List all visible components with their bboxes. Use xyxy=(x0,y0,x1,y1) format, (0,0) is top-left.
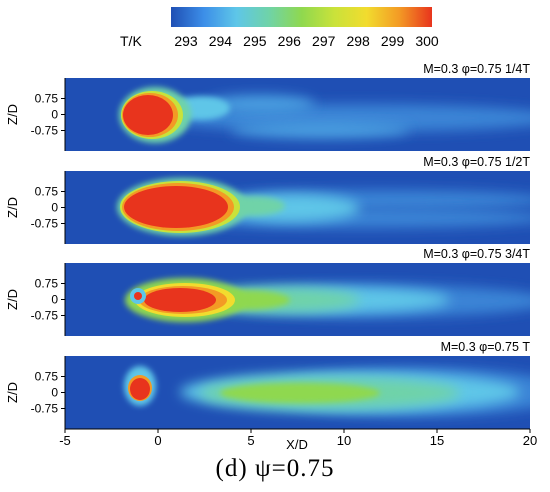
y-axis-label: Z/D xyxy=(5,289,20,310)
y-tick-label: -0.75 xyxy=(31,124,59,138)
x-axis-label: X/D xyxy=(286,437,308,452)
x-tick-label: 0 xyxy=(154,433,161,448)
y-tick-label: 0 xyxy=(51,201,58,215)
colorbar xyxy=(171,7,432,27)
panel-3: M=0.3 φ=0.75 3/4T xyxy=(65,247,530,336)
panel-2-title: M=0.3 φ=0.75 1/2T xyxy=(423,155,530,169)
y-tick-label: 0 xyxy=(51,293,58,307)
colorbar-tick: 293 xyxy=(174,33,198,49)
y-axis-label: Z/D xyxy=(5,104,20,125)
y-tick-label: -0.75 xyxy=(31,402,59,416)
panel-2: M=0.3 φ=0.75 1/2T xyxy=(65,155,530,244)
x-tick-label: 5 xyxy=(247,433,254,448)
panel-3-title: M=0.3 φ=0.75 3/4T xyxy=(423,247,530,261)
colorbar-tick: 299 xyxy=(381,33,405,49)
x-tick-label: 20 xyxy=(523,433,537,448)
colorbar-label: T/K xyxy=(120,33,142,49)
panel-4: M=0.3 φ=0.75 T xyxy=(65,340,531,429)
y-tick-label: -0.75 xyxy=(31,309,59,323)
figure-caption: (d) ψ=0.75 xyxy=(215,455,335,482)
y-tick-label: 0 xyxy=(51,386,58,400)
y-tick-label: 0.75 xyxy=(35,92,59,106)
y-axis-label: Z/D xyxy=(5,382,20,403)
panel-4-title: M=0.3 φ=0.75 T xyxy=(441,340,531,354)
x-tick-label: 15 xyxy=(430,433,444,448)
colorbar-tick: 297 xyxy=(312,33,336,49)
x-tick-label: 10 xyxy=(337,433,351,448)
colorbar-tick: 298 xyxy=(346,33,370,49)
panel-1-title: M=0.3 φ=0.75 1/4T xyxy=(423,62,530,76)
colorbar-tick: 295 xyxy=(243,33,267,49)
x-tick-label: -5 xyxy=(59,433,71,448)
y-axis-label: Z/D xyxy=(5,197,20,218)
y-tick-label: 0.75 xyxy=(35,370,59,384)
y-tick-label: 0 xyxy=(51,108,58,122)
y-tick-label: -0.75 xyxy=(31,217,59,231)
y-tick-label: 0.75 xyxy=(35,277,59,291)
panel-1: M=0.3 φ=0.75 1/4T xyxy=(65,62,530,151)
colorbar-tick: 296 xyxy=(278,33,302,49)
colorbar-tick: 300 xyxy=(415,33,439,49)
y-tick-label: 0.75 xyxy=(35,185,59,199)
colorbar-tick: 294 xyxy=(209,33,233,49)
